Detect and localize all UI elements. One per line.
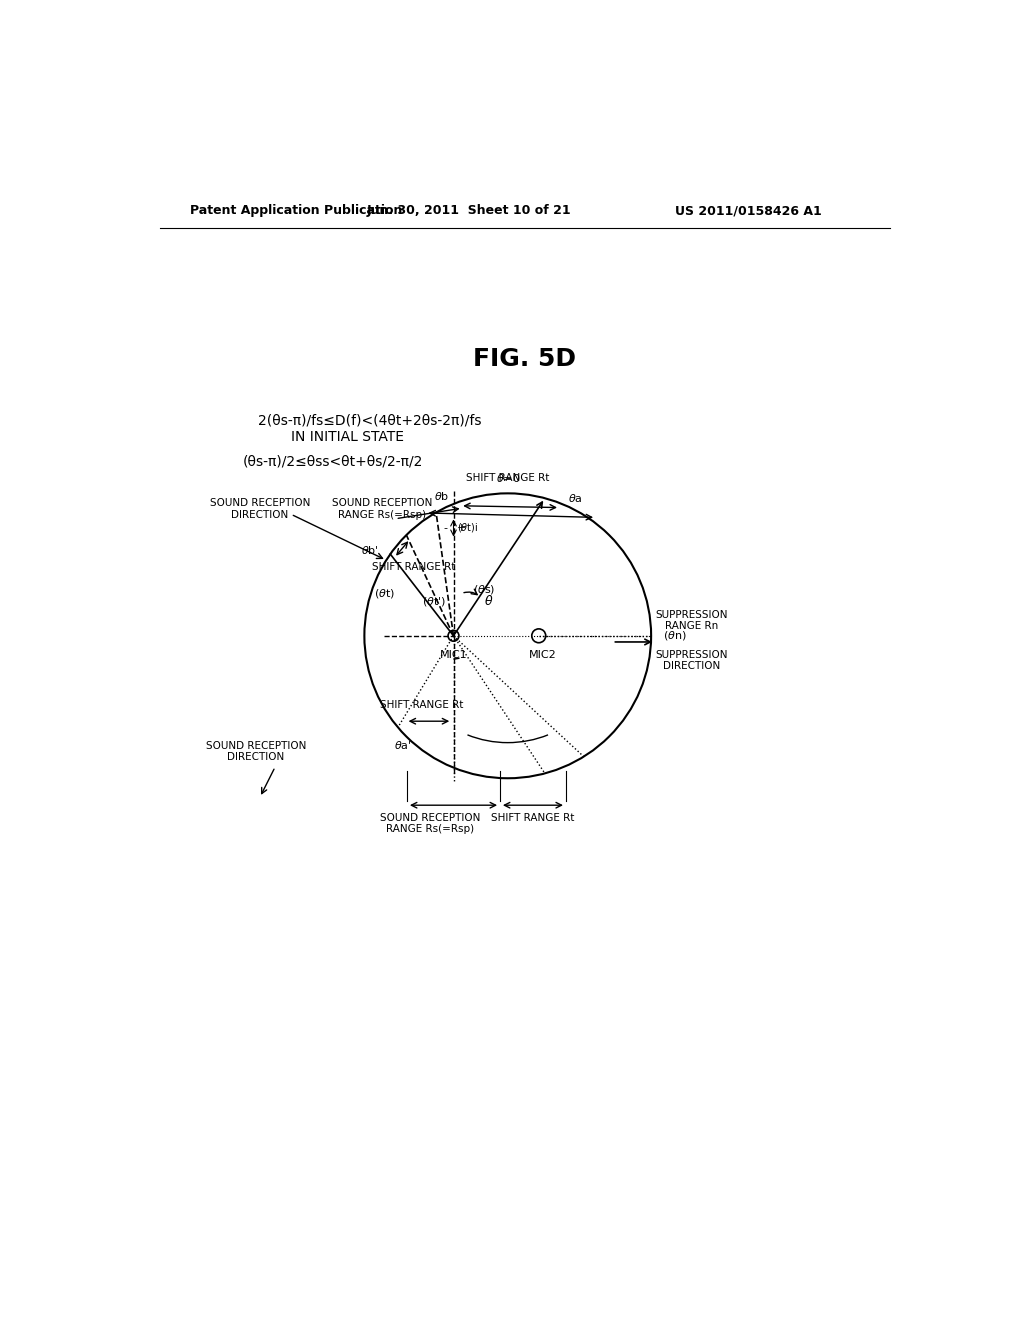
Text: SHIFT RANGE Rt: SHIFT RANGE Rt	[490, 813, 574, 822]
Text: ($\theta$t)i: ($\theta$t)i	[458, 521, 478, 535]
Text: US 2011/0158426 A1: US 2011/0158426 A1	[675, 205, 821, 218]
Text: SOUND RECEPTION
RANGE Rs(=Rsp): SOUND RECEPTION RANGE Rs(=Rsp)	[332, 498, 432, 520]
Text: ($\theta$n): ($\theta$n)	[663, 630, 686, 643]
Text: $\theta$b: $\theta$b	[434, 490, 450, 502]
Text: Patent Application Publication: Patent Application Publication	[190, 205, 402, 218]
Text: Jun. 30, 2011  Sheet 10 of 21: Jun. 30, 2011 Sheet 10 of 21	[367, 205, 571, 218]
Text: SUPPRESSION
DIRECTION: SUPPRESSION DIRECTION	[655, 649, 727, 672]
Text: MIC1: MIC1	[439, 649, 467, 660]
Text: SOUND RECEPTION
DIRECTION: SOUND RECEPTION DIRECTION	[210, 498, 310, 520]
Text: SUPPRESSION
RANGE Rn: SUPPRESSION RANGE Rn	[655, 610, 727, 631]
Text: SOUND RECEPTION
RANGE Rs(=Rsp): SOUND RECEPTION RANGE Rs(=Rsp)	[380, 813, 480, 834]
Text: SHIFT RANGE Rt: SHIFT RANGE Rt	[372, 561, 456, 572]
Text: SHIFT RANGE Rt: SHIFT RANGE Rt	[466, 473, 550, 483]
Text: +: +	[457, 523, 466, 533]
Text: $\theta$a: $\theta$a	[567, 491, 583, 503]
Text: (θs-π)/2≤θss<θt+θs/2-π/2: (θs-π)/2≤θss<θt+θs/2-π/2	[243, 454, 423, 469]
Text: $\theta$: $\theta$	[484, 594, 494, 609]
Text: SHIFT RANGE Rt: SHIFT RANGE Rt	[380, 700, 463, 710]
Text: FIG. 5D: FIG. 5D	[473, 347, 577, 371]
Text: SOUND RECEPTION
DIRECTION: SOUND RECEPTION DIRECTION	[206, 741, 306, 762]
Text: MIC2: MIC2	[528, 649, 556, 660]
Text: 2(θs-π)/fs≤D(f)<(4θt+2θs-2π)/fs: 2(θs-π)/fs≤D(f)<(4θt+2θs-2π)/fs	[258, 413, 481, 428]
Text: $\theta$b': $\theta$b'	[360, 544, 379, 556]
Text: -: -	[443, 523, 447, 533]
Text: $\theta$=0: $\theta$=0	[496, 473, 520, 484]
Text: ($\theta$s): ($\theta$s)	[473, 583, 496, 597]
Text: $\theta$a': $\theta$a'	[394, 739, 412, 751]
Text: ($\theta$t'): ($\theta$t')	[423, 594, 446, 607]
Text: IN INITIAL STATE: IN INITIAL STATE	[291, 430, 403, 444]
Text: ($\theta$t): ($\theta$t)	[375, 587, 395, 601]
